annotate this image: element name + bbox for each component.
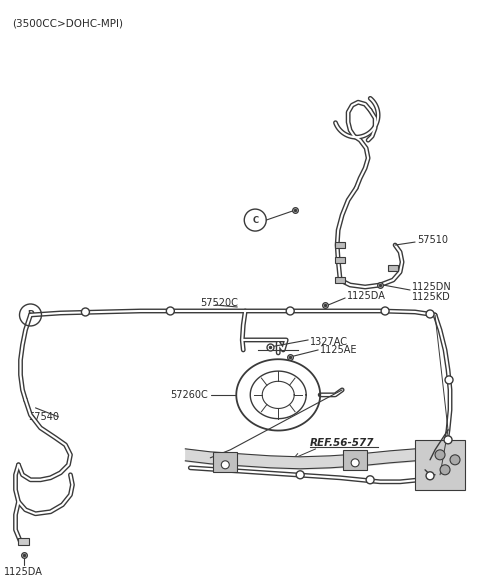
Circle shape [366, 476, 374, 484]
Circle shape [445, 376, 453, 384]
Bar [335, 257, 345, 263]
Text: REF.56-577: REF.56-577 [310, 438, 375, 448]
Circle shape [450, 455, 460, 465]
Text: 1125DN: 1125DN [412, 282, 452, 292]
Text: 1125DA: 1125DA [347, 291, 386, 301]
Text: 1125DA: 1125DA [4, 567, 43, 577]
Bar [343, 450, 367, 470]
Bar [335, 277, 345, 283]
Bar [388, 265, 398, 271]
Bar [213, 452, 237, 472]
Circle shape [440, 465, 450, 475]
Text: 1327AC: 1327AC [310, 337, 348, 347]
Circle shape [444, 436, 452, 444]
Circle shape [296, 471, 304, 479]
Text: C: C [252, 216, 258, 224]
Bar [335, 242, 345, 248]
Text: D: D [27, 311, 34, 319]
Circle shape [351, 459, 359, 467]
Text: 57540: 57540 [28, 412, 60, 422]
Circle shape [435, 450, 445, 460]
Bar [415, 440, 465, 490]
Circle shape [426, 472, 434, 480]
Text: 57520C: 57520C [200, 298, 238, 308]
Circle shape [221, 461, 229, 469]
Text: 57510: 57510 [417, 235, 448, 245]
Circle shape [167, 307, 174, 315]
Text: 1125AE: 1125AE [320, 345, 358, 355]
Circle shape [82, 308, 89, 316]
Bar [17, 538, 29, 545]
Text: 1125KD: 1125KD [412, 292, 451, 302]
Circle shape [381, 307, 389, 315]
Circle shape [286, 307, 294, 315]
Text: (3500CC>DOHC-MPI): (3500CC>DOHC-MPI) [12, 18, 123, 29]
Circle shape [426, 310, 434, 318]
Text: 57260C: 57260C [170, 390, 208, 400]
